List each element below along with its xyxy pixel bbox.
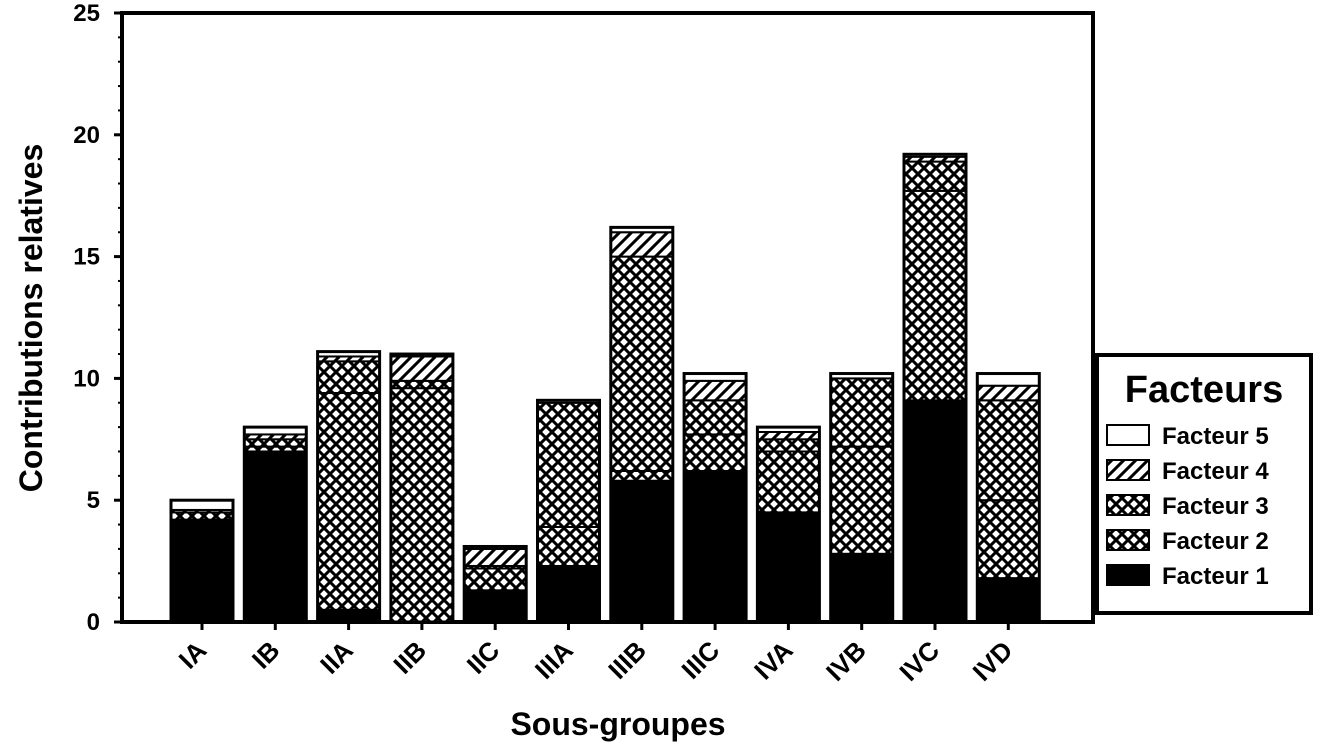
bar-segment <box>389 379 454 390</box>
bar-segment <box>316 360 381 395</box>
bar-segment <box>903 399 967 623</box>
bar-segment <box>976 372 1041 387</box>
x-tick-label: IIIC <box>676 635 726 685</box>
legend-swatch <box>1106 494 1150 516</box>
legend-label: Facteur 2 <box>1162 528 1269 555</box>
bar-segment <box>756 438 821 453</box>
x-tick-label: IVA <box>748 635 799 686</box>
x-tick-label: IIB <box>387 635 432 680</box>
bar-segment <box>903 160 967 192</box>
x-tick-label: IVC <box>893 635 945 687</box>
y-tick-label: 5 <box>87 487 100 514</box>
bar-segment <box>829 552 894 623</box>
x-axis: IA IB IIA IIB IIC IIIA IIIB IIIC IVA IVB IVC IVD <box>173 622 1019 687</box>
legend-label: Facteur 5 <box>1162 423 1269 450</box>
bar-segment <box>829 377 894 448</box>
bar-segment <box>536 525 601 567</box>
x-tick-label: IIA <box>314 635 359 680</box>
legend-swatch <box>1106 529 1150 551</box>
bar-segment <box>463 567 528 592</box>
bar-segment <box>463 547 528 567</box>
bar-segment <box>609 255 674 472</box>
bar-segment <box>536 564 601 623</box>
y-tick-label: 0 <box>87 609 100 636</box>
legend-label: Facteur 1 <box>1162 563 1269 590</box>
x-tick-label: IIIA <box>529 635 579 685</box>
legend-label: Facteur 4 <box>1162 458 1269 485</box>
legend-title: Facteurs <box>1125 369 1283 411</box>
bar-segment <box>243 450 308 624</box>
bar-segment <box>170 518 234 623</box>
legend-swatch <box>1106 564 1150 586</box>
y-tick-label: 10 <box>73 365 100 392</box>
x-tick-label: IIC <box>461 635 506 680</box>
bar-segment <box>170 511 234 521</box>
bar-segment <box>976 399 1041 502</box>
bar-segment <box>683 399 748 436</box>
y-tick-label: 25 <box>73 0 100 27</box>
bar-segment <box>976 577 1041 623</box>
x-tick-label: IIIB <box>602 635 652 685</box>
bar-segment <box>609 469 674 482</box>
bar-segment <box>243 438 308 448</box>
legend-label: Facteur 3 <box>1162 493 1269 520</box>
y-axis-title: Contributions relatives <box>13 144 49 493</box>
x-axis-title: Sous-groupes <box>510 706 725 742</box>
bar-segment <box>316 608 381 624</box>
bar-segment <box>683 379 748 402</box>
x-tick-label: IB <box>246 635 286 675</box>
legend-swatch <box>1106 424 1150 446</box>
legend-swatch <box>1106 459 1150 481</box>
bar-segment <box>756 430 821 441</box>
bar-segment <box>976 499 1041 580</box>
bar-segment <box>756 511 821 624</box>
x-tick-label: IA <box>173 635 213 675</box>
bar-segment <box>389 387 454 624</box>
x-tick-label: IVB <box>820 635 872 687</box>
bar-segment <box>389 355 454 382</box>
bar-segment <box>976 384 1041 402</box>
bar-segment <box>683 469 748 623</box>
bar-segment <box>609 479 674 623</box>
bar-segment <box>463 589 528 623</box>
y-tick-label: 15 <box>73 244 100 271</box>
bar-segment <box>903 189 967 402</box>
y-tick-label: 20 <box>73 122 100 149</box>
bar-segment <box>683 433 748 472</box>
plot-frame <box>120 11 1095 624</box>
legend-items: Facteur 5 Facteur 4 Facteur 3 Facteur 2 Fact… <box>1106 423 1269 590</box>
bar-segment <box>536 401 601 528</box>
x-tick-label: IVD <box>967 635 1019 687</box>
y-axis: 0 5 10 15 20 25 <box>73 0 122 636</box>
bar-segment <box>829 445 894 555</box>
bar-segment <box>316 392 381 611</box>
bar-segment <box>756 450 821 514</box>
bar-segment <box>609 231 674 258</box>
bars <box>169 152 1041 624</box>
